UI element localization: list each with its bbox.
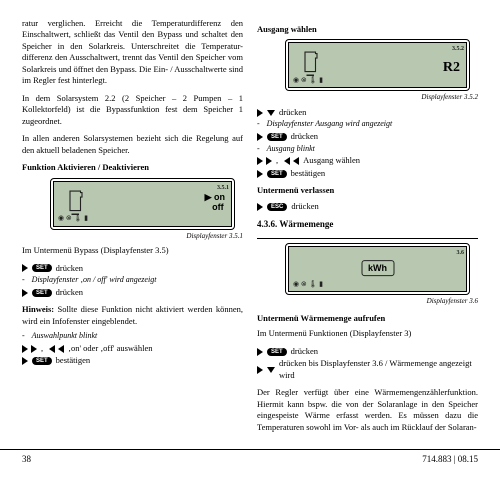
list-item: SET bestätigen <box>22 355 243 366</box>
lcd-caption: Displayfenster 3.5.2 <box>257 93 478 102</box>
section-number: 4.3.6. Wärmemenge <box>257 218 478 230</box>
list-item: SET drücken <box>22 263 243 274</box>
list-item: SET drücken <box>257 131 478 142</box>
list-item: , ‚on' oder ‚off' auswählen <box>22 343 243 354</box>
list-item: -Displayfenster ‚on / off' wird angezeig… <box>22 275 243 286</box>
lcd-36: 3.6 kWh ◉ ⊗ 🌡 ▮ <box>285 243 470 295</box>
page-footer: 38 714.883 | 08.15 <box>0 449 500 474</box>
list-item: -Displayfenster Ausgang wird angezeigt <box>257 119 478 130</box>
lcd-351: 3.5.1 ▶ on off ◉ ⊗ 🌡 ▮ <box>50 178 235 230</box>
heading-untermenu: Untermenü verlassen <box>257 185 478 196</box>
section-rule <box>257 238 478 239</box>
lcd-corner: 3.5.1 <box>217 184 229 192</box>
list-item: SET drücken <box>22 287 243 298</box>
lcd-caption: Displayfenster 3.5.1 <box>22 232 243 241</box>
body-text: Der Regler verfügt über eine Wärmemengen… <box>257 387 478 433</box>
body-text: Im Untermenü Funktionen (Displayfenster … <box>257 328 478 339</box>
lcd-caption: Displayfenster 3.6 <box>257 297 478 306</box>
list-item: drücken <box>257 107 478 118</box>
body-text: In dem Solarsystem 2.2 (2 Speicher – 2 P… <box>22 93 243 127</box>
list-item: , Ausgang wählen <box>257 155 478 166</box>
body-text: ratur verglichen. Erreicht die Temperatu… <box>22 18 243 87</box>
list-item: -Ausgang blinkt <box>257 144 478 155</box>
body-text: Im Untermenü Bypass (Displayfenster 3.5) <box>22 245 243 256</box>
page-number: 38 <box>22 454 31 464</box>
list-item: SET bestätigen <box>257 168 478 179</box>
heading-ausgang: Ausgang wählen <box>257 24 478 35</box>
hint-text: Hinweis: Sollte diese Funktion nicht akt… <box>22 304 243 327</box>
heading-waerme: Untermenü Wärmemenge aufrufen <box>257 313 478 324</box>
list-item: drücken bis Displayfenster 3.6 / Wärmeme… <box>257 358 478 381</box>
lcd-corner: 3.6 <box>457 249 465 257</box>
lcd-352: 3.5.2 R2 ◉ ⊗ 🌡 ▮ <box>285 39 470 91</box>
list-item: -Auswahlpunkt blinkt <box>22 331 243 342</box>
list-item: ESC drücken <box>257 201 478 212</box>
doc-ref: 714.883 | 08.15 <box>422 454 478 464</box>
body-text: In allen anderen Solarsystemen bezieht s… <box>22 133 243 156</box>
heading-activate: Funktion Aktivieren / Deaktivieren <box>22 162 243 173</box>
lcd-corner: 3.5.2 <box>452 45 464 53</box>
list-item: SET drücken <box>257 346 478 357</box>
